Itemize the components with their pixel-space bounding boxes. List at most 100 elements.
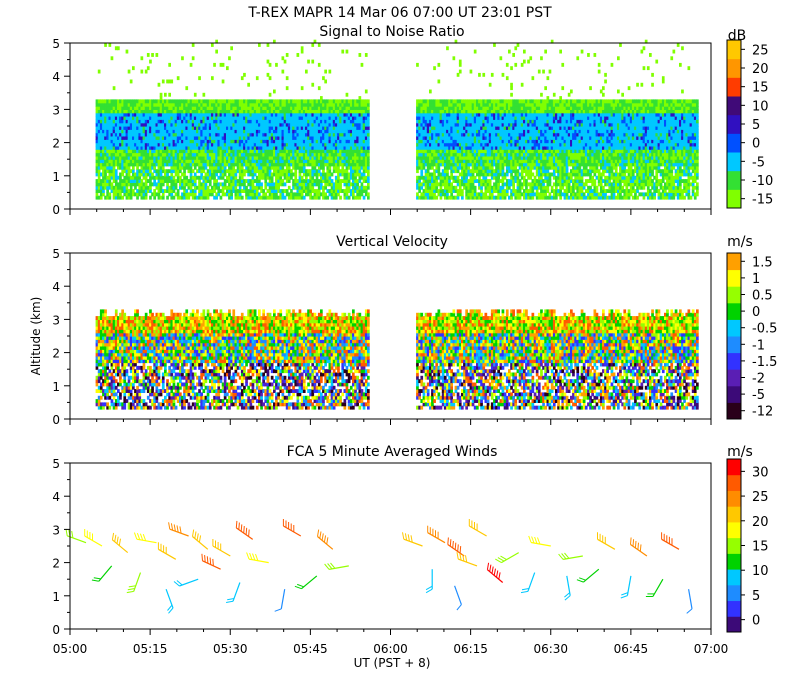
snr-cell: [234, 129, 238, 134]
snr-cell: [236, 136, 240, 140]
snr-cell: [129, 162, 133, 167]
snr-cell: [435, 169, 439, 174]
snr-cell: [488, 126, 492, 130]
snr-cell: [181, 142, 184, 147]
snr-cell: [482, 175, 486, 180]
snr-cell: [149, 155, 152, 160]
snr-cell: [200, 175, 203, 180]
snr-cell: [136, 182, 139, 187]
snr-cell: [488, 82, 492, 87]
snr-cell: [493, 99, 496, 104]
snr-cell: [456, 155, 460, 160]
snr-cell: [458, 116, 462, 120]
snr-cell: [136, 136, 139, 140]
snr-cell: [168, 79, 171, 84]
snr-cell: [170, 155, 174, 160]
snr-cell: [345, 49, 349, 54]
snr-cell: [290, 145, 293, 150]
snr-cell: [469, 175, 473, 180]
snr-cell: [486, 122, 490, 127]
snr-cell: [110, 149, 114, 154]
snr-cell: [473, 185, 477, 190]
snr-cell: [364, 129, 368, 134]
snr-cell: [441, 122, 445, 127]
snr-cell: [258, 142, 261, 147]
snr-cell: [138, 189, 142, 193]
snr-cell: [456, 195, 460, 200]
snr-cell: [136, 179, 139, 183]
snr-cell: [170, 169, 174, 174]
snr-cell: [108, 119, 112, 124]
snr-cell: [486, 172, 490, 177]
snr-cell: [480, 139, 483, 144]
snr-cell: [465, 122, 468, 127]
snr-cell: [270, 189, 274, 193]
snr-cell: [127, 159, 131, 164]
snr-cell: [488, 102, 492, 107]
snr-cell: [307, 132, 310, 137]
snr-cell: [264, 175, 268, 180]
snr-cell: [349, 122, 353, 127]
snr-cell: [185, 112, 189, 117]
snr-cell: [300, 159, 304, 164]
snr-cell: [119, 142, 122, 147]
snr-cell: [223, 142, 227, 147]
snr-cell: [123, 129, 127, 134]
snr-cell: [437, 62, 441, 67]
snr-cell: [273, 89, 276, 94]
snr-cell: [322, 109, 325, 114]
snr-cell: [159, 109, 163, 114]
snr-cell: [317, 185, 321, 190]
snr-cell: [140, 195, 144, 200]
snr-cell: [499, 139, 503, 144]
snr-cell: [255, 179, 259, 183]
snr-cell: [112, 136, 116, 140]
snr-cell: [300, 179, 304, 183]
snr-cell: [181, 106, 184, 110]
snr-cell: [217, 122, 221, 127]
snr-cell: [437, 99, 441, 104]
snr-cell: [424, 142, 428, 147]
snr-cell: [149, 195, 152, 200]
snr-cell: [264, 169, 268, 174]
snr-cell: [356, 169, 359, 174]
snr-cell: [189, 116, 193, 120]
snr-cell: [320, 159, 323, 164]
snr-cell: [439, 145, 443, 150]
snr-cell: [226, 175, 229, 180]
snr-cell: [260, 119, 263, 124]
snr-cell: [480, 119, 483, 124]
snr-cell: [196, 155, 199, 160]
snr-cell: [339, 145, 342, 150]
snr-cell: [170, 119, 174, 124]
snr-cell: [234, 155, 238, 160]
snr-cell: [499, 165, 503, 170]
snr-cell: [349, 192, 353, 197]
snr-cell: [337, 165, 340, 170]
snr-cell: [228, 192, 231, 197]
snr-cell: [285, 116, 289, 120]
snr-cell: [183, 126, 186, 130]
snr-cell: [121, 102, 124, 107]
snr-cell: [166, 119, 169, 124]
snr-cell: [279, 182, 283, 187]
snr-cell: [189, 189, 193, 193]
snr-cell: [364, 149, 368, 154]
snr-cell: [153, 155, 156, 160]
snr-cell: [117, 152, 120, 157]
snr-cell: [200, 185, 203, 190]
snr-cell: [123, 165, 127, 170]
snr-cell: [499, 102, 503, 107]
snr-cell: [452, 116, 456, 120]
snr-cell: [298, 136, 302, 140]
snr-cell: [240, 142, 244, 147]
snr-cell: [505, 126, 509, 130]
snr-cell: [198, 112, 201, 117]
snr-cell: [245, 159, 248, 164]
snr-cell: [142, 122, 146, 127]
snr-cell: [356, 139, 359, 144]
snr-cell: [317, 43, 321, 47]
snr-cell: [110, 139, 114, 144]
snr-cell: [435, 175, 439, 180]
snr-cell: [159, 169, 163, 174]
